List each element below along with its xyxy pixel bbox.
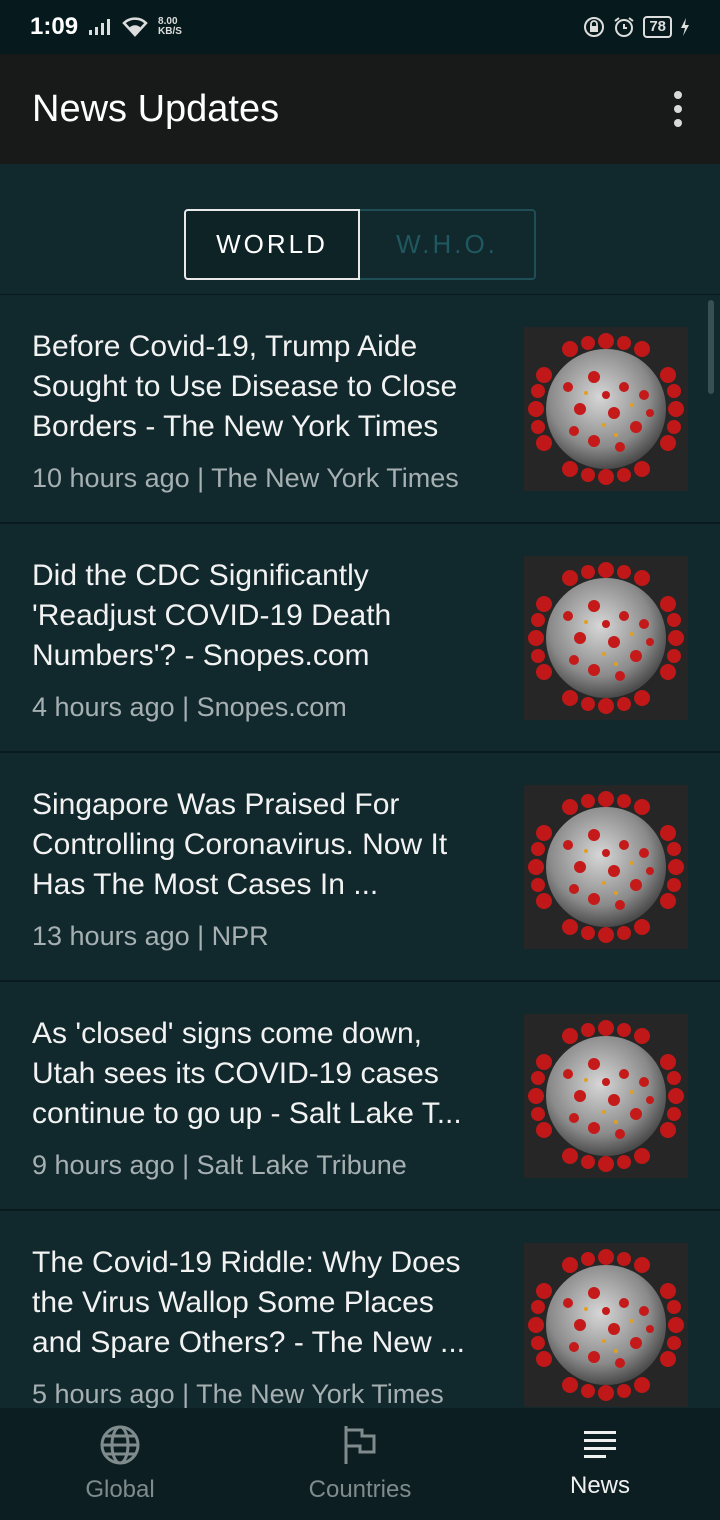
news-meta: 13 hours ago | NPR xyxy=(32,921,269,951)
list-icon xyxy=(584,1431,616,1458)
news-item[interactable]: Before Covid-19, Trump Aide Sought to Us… xyxy=(0,295,720,524)
nav-label: Global xyxy=(85,1476,155,1503)
nav-news[interactable]: News xyxy=(480,1408,720,1520)
news-title: Before Covid-19, Trump Aide Sought to Us… xyxy=(32,330,458,443)
alarm-icon xyxy=(614,17,634,37)
scrollbar[interactable] xyxy=(708,300,714,394)
network-speed: 8.00 KB/S xyxy=(158,17,182,37)
news-thumbnail xyxy=(524,556,688,720)
rotation-lock-icon xyxy=(584,17,605,37)
news-item[interactable]: Singapore Was Praised For Controlling Co… xyxy=(0,753,720,982)
news-title: Singapore Was Praised For Controlling Co… xyxy=(32,788,448,901)
news-thumbnail xyxy=(524,327,688,491)
news-title: As 'closed' signs come down, Utah sees i… xyxy=(32,1017,462,1130)
news-list[interactable]: Before Covid-19, Trump Aide Sought to Us… xyxy=(0,294,720,1409)
news-meta: 9 hours ago | Salt Lake Tribune xyxy=(32,1150,407,1180)
news-title: Did the CDC Significantly 'Readjust COVI… xyxy=(32,559,392,672)
page-title: News Updates xyxy=(32,87,280,130)
news-meta: 5 hours ago | The New York Times xyxy=(32,1379,444,1409)
wifi-icon xyxy=(122,17,148,37)
charging-icon xyxy=(681,18,689,36)
battery-indicator: 78 xyxy=(643,16,672,38)
status-bar: 1:09 8.00 KB/S 78 xyxy=(0,0,720,54)
bottom-navigation: Global Countries News xyxy=(0,1408,720,1520)
globe-icon xyxy=(100,1425,140,1465)
news-item[interactable]: Did the CDC Significantly 'Readjust COVI… xyxy=(0,524,720,753)
nav-countries[interactable]: Countries xyxy=(240,1408,480,1520)
tab-who[interactable]: W.H.O. xyxy=(360,209,536,280)
signal-icon xyxy=(89,19,111,35)
news-title: The Covid-19 Riddle: Why Does the Virus … xyxy=(32,1246,465,1359)
nav-global[interactable]: Global xyxy=(0,1408,240,1520)
speed-value: 8.00 xyxy=(158,16,178,27)
more-vert-icon[interactable] xyxy=(668,85,688,133)
app-bar: News Updates xyxy=(0,54,720,164)
status-time: 1:09 xyxy=(30,13,79,40)
news-thumbnail xyxy=(524,1243,688,1407)
nav-label: Countries xyxy=(308,1476,412,1503)
news-meta: 4 hours ago | Snopes.com xyxy=(32,692,347,722)
speed-unit: KB/S xyxy=(158,26,182,37)
news-item[interactable]: The Covid-19 Riddle: Why Does the Virus … xyxy=(0,1211,720,1409)
news-item[interactable]: As 'closed' signs come down, Utah sees i… xyxy=(0,982,720,1211)
nav-label: News xyxy=(569,1472,630,1499)
news-thumbnail xyxy=(524,785,688,949)
source-toggle: WORLD W.H.O. xyxy=(184,209,536,280)
news-thumbnail xyxy=(524,1014,688,1178)
tab-world[interactable]: WORLD xyxy=(184,209,360,280)
flag-icon xyxy=(344,1426,376,1464)
news-meta: 10 hours ago | The New York Times xyxy=(32,463,459,493)
